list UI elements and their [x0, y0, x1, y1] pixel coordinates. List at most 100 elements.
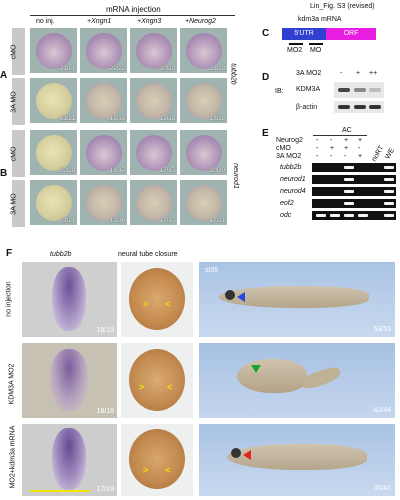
col-header-1: no inj.: [36, 18, 55, 25]
row-label-box-b1: [12, 130, 25, 177]
closure-arrow-left: >: [143, 465, 149, 475]
gene-row-label: eof2: [280, 200, 294, 207]
embryo-shape: [52, 428, 86, 490]
embryo-tile: 20/20: [30, 130, 77, 175]
blot-actin: [334, 101, 384, 113]
blot-band: [338, 88, 350, 92]
gel-band: [344, 202, 354, 205]
tadpole-body: [219, 286, 369, 308]
panel-c-letter: C: [262, 28, 270, 39]
embryo-shape: [129, 349, 185, 411]
arrow-marker-red: [243, 450, 251, 460]
closure-image-3: > <: [121, 424, 193, 496]
count-label: 17/17: [159, 168, 175, 174]
gel-band: [384, 190, 394, 193]
count-label: 17/21: [209, 218, 225, 224]
gel-band: [384, 178, 394, 181]
count-label: 10/16: [109, 218, 125, 224]
tadpole-eye: [225, 290, 235, 300]
count-label: 20/20: [159, 66, 175, 72]
embryo-tile: 15/15: [130, 78, 177, 123]
panel-b-letter: B: [0, 168, 8, 179]
embryo-tile: 15/15: [80, 78, 127, 123]
panel-a-title: mRNA injection: [106, 5, 161, 14]
gel-band: [384, 202, 394, 205]
row-label-b1: cMO: [10, 146, 18, 162]
count-label: 20/20: [59, 168, 75, 174]
embryo-tile: 23/23: [180, 28, 227, 73]
arrow-marker-blue: [237, 292, 245, 302]
gel-row-neurod4: [312, 187, 396, 196]
mo2-bar: [289, 43, 303, 45]
count-label: 15/15: [159, 116, 175, 122]
count-label: 18/18: [96, 408, 114, 415]
embryo-tile: 17/21: [180, 180, 227, 225]
scale-bar: [30, 490, 90, 492]
cond-val: -: [316, 145, 319, 152]
cond-val: -: [330, 153, 333, 160]
cond-3amo2: 3A MO2: [276, 153, 302, 160]
embryo-shape: [50, 349, 88, 411]
count-label: 17/19: [96, 486, 114, 493]
panel-f-letter: F: [6, 248, 13, 259]
cond-neurog2: Neurog2: [276, 137, 303, 144]
utr-box: 5'UTR: [282, 28, 326, 40]
tubb2b-image-1: 19/19: [22, 262, 117, 337]
closure-arrow-right: <: [165, 465, 171, 475]
ac-underline: [313, 135, 367, 136]
embryo-tile: 17/17: [130, 130, 177, 175]
ib-label: IB:: [275, 88, 284, 95]
stage-label: st35: [205, 267, 219, 274]
embryo-tile: 18/18: [180, 78, 227, 123]
actin-label: β-actin: [296, 104, 318, 111]
count-label: 18/18: [209, 116, 225, 122]
tubb2b-image-3: 17/19: [22, 424, 117, 496]
tadpole-image-2: 42/44: [199, 343, 395, 418]
cond-val: -: [316, 137, 319, 144]
f-row-label-3: MO2+kdm3a mRNA: [9, 425, 17, 489]
gene-row-label: tubb2b: [280, 164, 302, 171]
closure-image-1: > <: [121, 262, 193, 337]
gel-band: [358, 214, 368, 217]
gel-row-neurod1: [312, 175, 396, 184]
col-header-2: +Xngn1: [87, 18, 112, 25]
kdm3a-label: KDM3A: [296, 86, 321, 93]
f-row-label-1: no injection: [5, 281, 13, 317]
panel-e-letter: E: [262, 128, 269, 139]
cond-val: +: [330, 145, 335, 152]
cond-cmo: cMO: [276, 145, 291, 152]
count-label: 53/53: [373, 326, 391, 333]
embryo-tile: 18/17: [80, 130, 127, 175]
tadpole-image-1: st35 53/53: [199, 262, 395, 337]
count-label: 15/15: [109, 116, 125, 122]
blot-band: [338, 105, 350, 109]
row-label-b2: 3A MO: [10, 193, 18, 215]
embryo-tile: 21/21: [30, 28, 77, 73]
gel-band: [344, 190, 354, 193]
embryo-tile: 20/20: [180, 130, 227, 175]
cond-val: -: [344, 153, 347, 160]
ac-label: AC: [342, 127, 352, 134]
gel-band: [384, 214, 394, 217]
f-col-header-1: tubb2b: [50, 251, 72, 258]
row-label-box-a1: [12, 28, 25, 75]
cond-val: -: [316, 153, 319, 160]
gel-band: [344, 166, 354, 169]
closure-arrow-left: >: [139, 382, 145, 392]
gene-row-label: odc: [280, 212, 292, 219]
count-label: 19/19: [96, 327, 114, 334]
count-label: 23/23: [209, 66, 225, 72]
panel-a-title-underline: [30, 15, 235, 16]
embryo-tile: 22/22: [80, 28, 127, 73]
col-header-4: +Neurog2: [185, 18, 216, 25]
embryo-shape: [52, 267, 86, 331]
figure-title: Lin_Fig. S3 (revised): [310, 3, 375, 10]
count-label: 21/21: [59, 116, 75, 122]
blot-band: [354, 88, 366, 92]
cond-val: +: [344, 137, 349, 144]
mo-bar: [309, 43, 323, 45]
gene-row-label: neurod4: [280, 188, 306, 195]
tubb2b-image-2: 18/18: [22, 343, 117, 418]
embryo-tile: 10/16: [80, 180, 127, 225]
gene-label-neurod1: neurod1: [231, 163, 239, 189]
